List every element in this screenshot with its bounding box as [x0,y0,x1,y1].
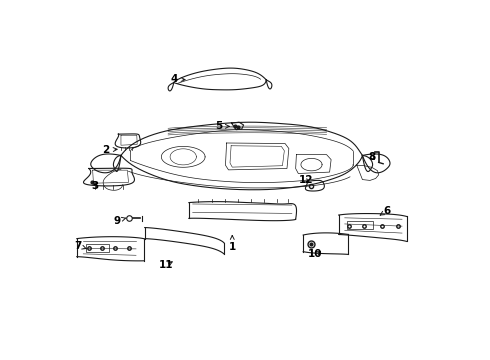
Text: 1: 1 [229,235,236,252]
Text: 11: 11 [159,260,173,270]
Text: 2: 2 [102,145,117,155]
Bar [347,221,373,229]
Text: 10: 10 [308,249,322,260]
Text: 8: 8 [368,152,375,162]
Text: 3: 3 [91,181,98,191]
Text: 12: 12 [298,175,313,185]
Bar [86,244,108,252]
Text: 9: 9 [114,216,126,226]
Text: 7: 7 [74,240,87,251]
Text: 6: 6 [380,206,391,216]
Text: 4: 4 [170,74,185,84]
Text: 5: 5 [216,121,229,131]
